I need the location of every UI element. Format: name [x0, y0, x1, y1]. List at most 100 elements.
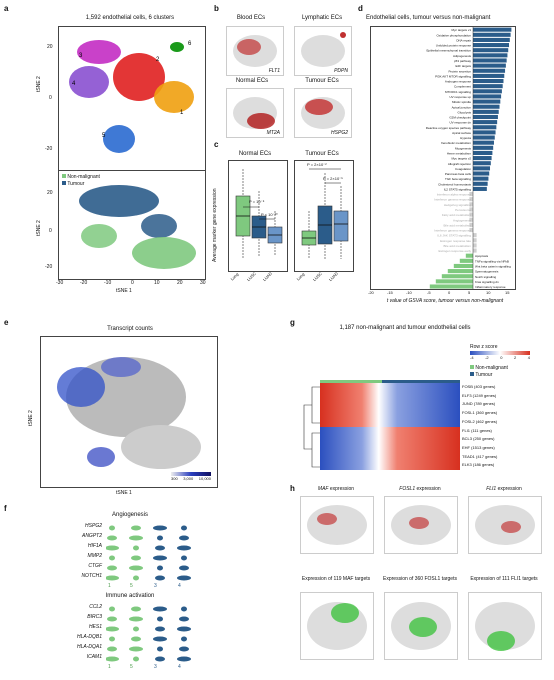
- gsva-bar: [473, 32, 511, 37]
- violin-shape: [106, 575, 119, 581]
- violin-gene-label: MMP2: [87, 553, 102, 559]
- violin-row: HLA-DQA1: [20, 642, 210, 652]
- gsva-bar: [473, 58, 507, 63]
- gsva-bar-label: Fatty acid metabolism: [442, 213, 472, 217]
- non-malignant-points: [81, 224, 196, 269]
- violin-shape: [107, 646, 117, 652]
- gsva-bar-label: Myc targets v1: [451, 28, 471, 32]
- violin-shape: [155, 656, 165, 662]
- violin-shape: [179, 616, 189, 622]
- gsva-bar: [469, 197, 473, 202]
- panel-c-y-axis: Average marker gene expression: [212, 188, 218, 262]
- targets-title: Expression of 360 FOSL1 targets: [383, 576, 457, 582]
- normal-ecs-box-title: Normal ECs: [238, 151, 272, 157]
- violin-shape: [109, 525, 115, 531]
- panel-e-x-axis: tSNE 1: [116, 490, 132, 496]
- cluster-6-points: [170, 42, 184, 52]
- gsva-bar: [473, 171, 490, 176]
- violin-row: HSPG2: [20, 521, 210, 531]
- gsva-bar: [473, 109, 499, 114]
- violin-row: CCL2: [20, 602, 210, 612]
- heatmap-row-label: FLI1 (111 genes): [462, 427, 492, 433]
- zscore-colorbar: Row z score -4 -2 0 2 4: [470, 344, 530, 360]
- expression-title: FOSL1 expression: [399, 486, 441, 492]
- violin-row: ANGPT2: [20, 531, 210, 541]
- violin-gene-label: HLA-DQB1: [76, 634, 102, 640]
- violin-gene-label: ANGPT2: [81, 533, 102, 539]
- pval-normal-2: P < 10⁻²⁰: [261, 212, 278, 217]
- expression-feature-plot: [300, 496, 374, 554]
- violin-gene-label: NOTCH1: [81, 573, 102, 579]
- gsva-bar-label: PI3K AKT MTOR signalling: [435, 74, 471, 78]
- violin-shape: [155, 545, 165, 551]
- violin-shape: [155, 626, 165, 632]
- gsva-bar: [469, 191, 473, 197]
- gsva-bar-label: Allograft rejection: [448, 162, 472, 166]
- violin-gene-label: CCL2: [89, 604, 102, 610]
- violin-shape: [157, 616, 163, 622]
- cluster-3-points: [77, 40, 121, 64]
- panel-b-label: b: [214, 4, 219, 13]
- targets-feature-plot: [384, 592, 458, 660]
- angiogenesis-violins: HSPG2 ANGPT2 HIF1A MMP2 CTGF NOTCH1: [20, 521, 210, 581]
- gsva-bar: [469, 207, 473, 212]
- pval-tumour-1: P = 2×10⁻²: [307, 162, 327, 167]
- panel-a-label: a: [4, 4, 9, 13]
- gsva-bar: [473, 78, 504, 84]
- violin-row: MMP2: [20, 551, 210, 561]
- violin-shape: [179, 646, 189, 652]
- gsva-bar-label: Androgen response: [445, 80, 472, 84]
- panel-g-label: g: [290, 318, 295, 327]
- gsva-bar: [473, 84, 503, 89]
- gsva-bar-label: Interferon gamma response: [434, 229, 471, 233]
- gsva-bar-label: TNFa signalling via NFkB: [475, 259, 509, 263]
- hspg2-label: HSPG2: [331, 130, 348, 136]
- violin-shape: [157, 565, 163, 571]
- violin-row: CTGF: [20, 561, 210, 571]
- panel-d-title: Endothelial cells, tumour versus non-mal…: [366, 15, 491, 21]
- violin-shape: [181, 555, 187, 561]
- gsva-bar: [473, 156, 492, 161]
- heatmap-legend: Non-malignant Tumour: [470, 365, 508, 379]
- heatmap-row-label: FOSB (403 genes): [462, 384, 496, 389]
- cluster-1-points: [154, 81, 194, 113]
- violin-shape: [106, 545, 119, 551]
- violin-shape: [179, 565, 189, 571]
- angiogenesis-title: Angiogenesis: [111, 512, 149, 518]
- gsva-bar: [473, 248, 477, 253]
- panel-d-label: d: [358, 4, 363, 13]
- gsva-bar-label: Xenobiotic metabolism: [441, 141, 472, 145]
- targets-feature-plot: [468, 592, 542, 660]
- svg-text:1: 1: [180, 110, 184, 116]
- violin-shape: [129, 616, 143, 622]
- gsva-bar-label: Epithelial mesenchymal transition: [426, 49, 471, 53]
- gsva-bar: [473, 125, 497, 130]
- heatmap-row-labels: FOSB (403 genes) ELF3 (1249 genes) JUND (7…: [462, 383, 552, 470]
- immune-title: Immune activation: [105, 593, 155, 599]
- counts-colorbar: 300 3,000 10,000: [171, 472, 211, 481]
- gsva-bar-label: Wnt beta catenin signalling: [475, 265, 511, 269]
- expression-title: MAF expression: [317, 486, 355, 492]
- gsva-bar: [473, 27, 512, 32]
- mt2a-feature-plot: MT2A: [226, 88, 284, 138]
- violin-row: ICAM1: [20, 652, 210, 662]
- gsva-bar-label: Kras signalling dn: [475, 280, 499, 284]
- gsva-bar-label: Cholesterol homeostasis: [438, 182, 471, 186]
- gsva-bar-label: Complement: [454, 85, 471, 89]
- violin-gene-label: HSPG2: [85, 523, 102, 529]
- violin-shape: [133, 626, 139, 632]
- flt1-feature-plot: FLT1: [226, 26, 284, 76]
- violin-row: HIF1A: [20, 541, 210, 551]
- violin-shape: [109, 606, 115, 612]
- immune-violins: CCL2 BIRC3 HES1 HLA-DQB1 HLA-DQA1 ICAM1: [20, 602, 210, 662]
- pval-normal-1: P = 10⁻⁵: [249, 199, 265, 204]
- svg-text:5: 5: [102, 133, 106, 139]
- gsva-bar: [453, 263, 473, 269]
- violin-shape: [177, 575, 191, 581]
- gsva-bar-label: Pancreas beta cells: [445, 172, 472, 176]
- targets-feature-plot: [300, 592, 374, 660]
- flt1-label: FLT1: [268, 68, 280, 74]
- gsva-bar-label: G2M checkpoint: [449, 116, 471, 120]
- gsva-bar: [473, 37, 510, 42]
- pdpn-feature-plot: PDPN: [294, 26, 352, 76]
